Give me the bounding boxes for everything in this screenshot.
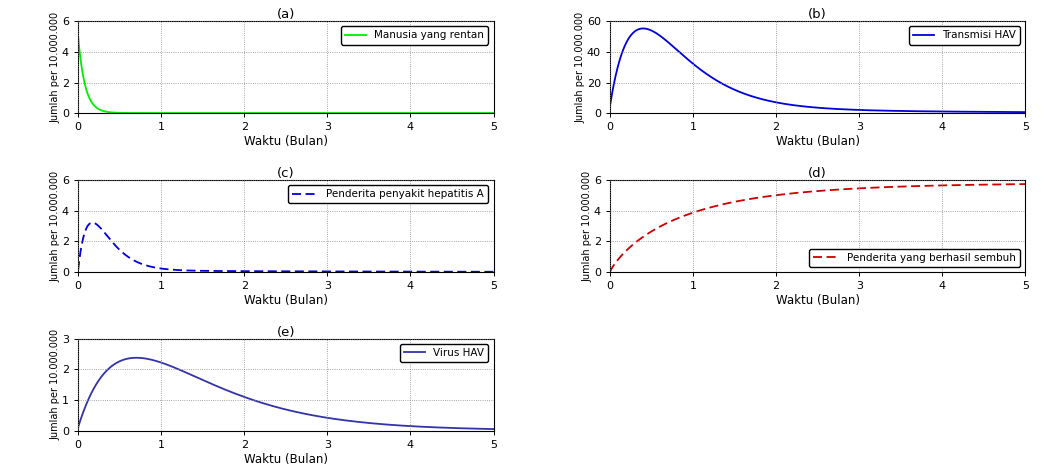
Y-axis label: Jumlah per 10.000.000: Jumlah per 10.000.000: [582, 171, 592, 281]
Legend: Penderita penyakit hepatitis A: Penderita penyakit hepatitis A: [288, 185, 488, 203]
Y-axis label: Jumlah per 10.000.000: Jumlah per 10.000.000: [51, 12, 60, 123]
X-axis label: Waktu (Bulan): Waktu (Bulan): [244, 453, 328, 466]
Title: (c): (c): [277, 167, 295, 180]
Y-axis label: Jumlah per 10.000.000: Jumlah per 10.000.000: [51, 329, 60, 440]
X-axis label: Waktu (Bulan): Waktu (Bulan): [244, 135, 328, 148]
Title: (e): (e): [277, 326, 295, 339]
Legend: Transmisi HAV: Transmisi HAV: [909, 26, 1020, 45]
Y-axis label: Jumlah per 10.000.000: Jumlah per 10.000.000: [576, 12, 585, 123]
X-axis label: Waktu (Bulan): Waktu (Bulan): [776, 135, 860, 148]
Legend: Manusia yang rentan: Manusia yang rentan: [341, 26, 488, 45]
Title: (d): (d): [808, 167, 827, 180]
Title: (b): (b): [808, 8, 827, 21]
Legend: Virus HAV: Virus HAV: [400, 344, 488, 362]
Title: (a): (a): [277, 8, 295, 21]
X-axis label: Waktu (Bulan): Waktu (Bulan): [244, 294, 328, 307]
X-axis label: Waktu (Bulan): Waktu (Bulan): [776, 294, 860, 307]
Legend: Penderita yang berhasil sembuh: Penderita yang berhasil sembuh: [809, 249, 1020, 267]
Y-axis label: Jumlah per 10.000.000: Jumlah per 10.000.000: [51, 171, 60, 281]
